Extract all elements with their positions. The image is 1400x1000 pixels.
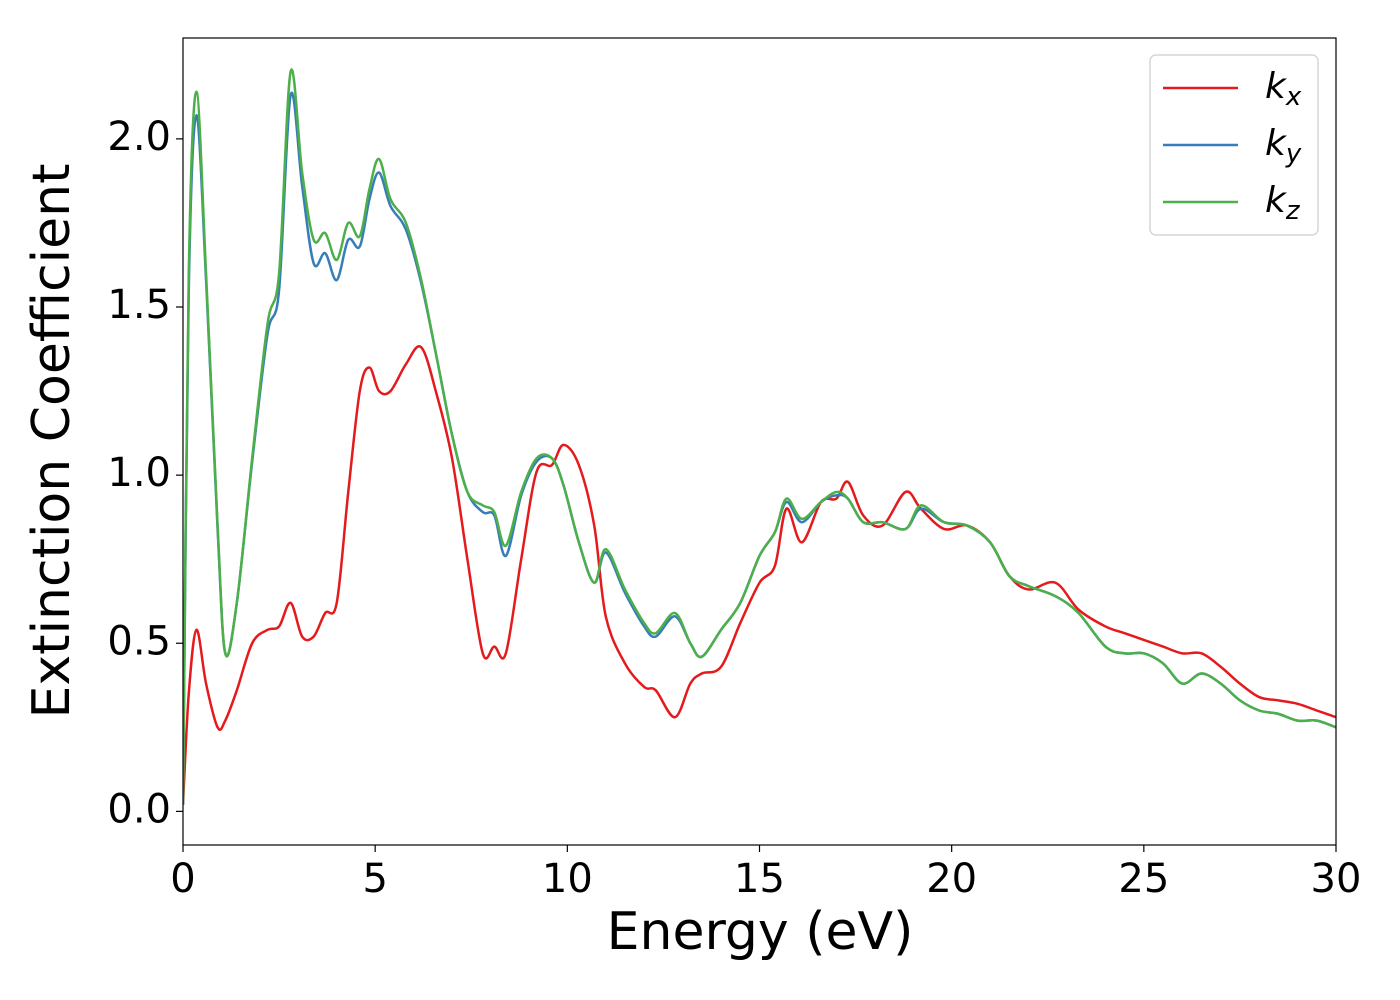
y-tick-label: 1.5 bbox=[107, 282, 171, 328]
data-line bbox=[183, 345, 1336, 805]
plot-frame bbox=[182, 37, 1337, 846]
x-tick-label: 15 bbox=[734, 856, 785, 902]
x-tick-label: 25 bbox=[1118, 856, 1169, 902]
x-tick-label: 5 bbox=[362, 856, 387, 902]
x-axis-title: Energy (eV) bbox=[607, 902, 914, 962]
x-tick-label: 30 bbox=[1311, 856, 1362, 902]
y-tick-label: 2.0 bbox=[107, 114, 171, 160]
legend-label: ky bbox=[1265, 123, 1302, 169]
x-tick-label: 20 bbox=[926, 856, 977, 902]
x-tick-label: 10 bbox=[542, 856, 593, 902]
y-tick-label: 0.0 bbox=[107, 786, 171, 832]
y-axis-title: Extinction Coefficient bbox=[22, 164, 82, 719]
y-tick-label: 1.0 bbox=[107, 450, 171, 496]
y-tick-label: 0.5 bbox=[107, 618, 171, 664]
legend-label: kz bbox=[1265, 180, 1301, 226]
legend-label: kx bbox=[1265, 66, 1302, 112]
x-tick-label: 0 bbox=[170, 856, 195, 902]
data-line bbox=[183, 68, 1336, 805]
